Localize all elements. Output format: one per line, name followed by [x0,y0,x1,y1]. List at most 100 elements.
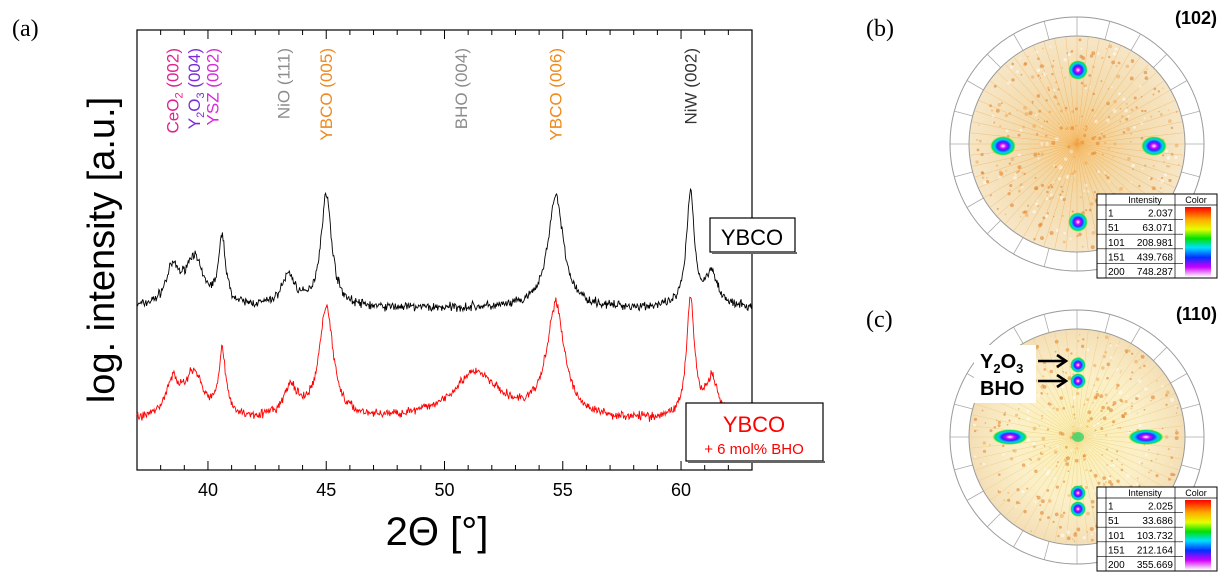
texture-dot [1130,407,1133,410]
texture-dot [996,207,999,210]
texture-dot [1032,426,1037,431]
texture-dot [1089,54,1094,58]
texture-dot [1138,423,1142,427]
spoke [970,143,1078,156]
texture-dot [1104,434,1108,437]
texture-dot [1105,481,1107,483]
texture-dot [1117,61,1121,65]
grid-ray [1181,110,1200,117]
texture-dot [1112,463,1116,467]
texture-dot [1148,449,1150,451]
x-tick-label: 50 [434,480,454,500]
spoke [1076,64,1149,145]
texture-dot [1135,396,1139,401]
spoke [1076,436,1182,460]
texture-dot [1138,359,1141,361]
spoke [1065,37,1078,145]
pole-figure-102: (102) Intensity Color 1 2.037 51 63.071 101 2… [949,8,1218,279]
grid-ray [1013,326,1024,344]
spoke [979,100,1078,145]
texture-dot [1090,245,1095,250]
texture-dot [1106,406,1111,410]
texture-dot [1145,453,1148,457]
texture-dot [1051,72,1054,76]
grid-ray [1130,33,1141,51]
series-curves [136,187,753,422]
texture-dot [1004,411,1007,414]
texture-dot [1043,72,1047,76]
texture-dot [1105,48,1108,50]
texture-dot [1109,464,1112,467]
texture-dot [1057,177,1062,181]
texture-dot [1042,384,1044,386]
texture-dot [1089,449,1091,451]
texture-dot [1106,464,1108,466]
texture-dot [1096,422,1100,426]
table-intensity: 355.669 [1137,560,1174,571]
texture-dot [1036,199,1039,201]
texture-dot [1076,234,1079,238]
texture-dot [982,462,986,466]
spoke [1076,143,1182,167]
texture-dot [1124,412,1128,416]
texture-dot [1141,168,1144,170]
xrd-chart: 40 45 50 55 60 2Θ [°] log. intensity [a.u.] … [81,29,825,554]
table-header-color: Color [1185,195,1207,205]
texture-dot [1019,129,1023,132]
texture-dot [1095,377,1100,382]
texture-dot [1162,154,1165,157]
texture-dot [1090,533,1093,536]
texture-dot [998,170,1003,174]
texture-dot [1077,340,1080,343]
texture-dot [1122,131,1126,134]
texture-dot [1138,184,1141,188]
texture-dot [1052,520,1055,523]
table-header-intensity: Intensity [1128,488,1162,498]
texture-dot [1167,447,1171,451]
texture-dot [1101,405,1105,410]
texture-dot [1049,369,1054,374]
grid-ray [1170,80,1188,91]
texture-dot [1102,153,1104,156]
texture-dot [1143,117,1146,120]
texture-dot [1106,176,1110,180]
texture-dot [1062,511,1066,515]
table-intensity: 63.071 [1142,223,1173,234]
spoke [1005,64,1078,145]
spoke [1076,37,1089,145]
table-intensity: 212.164 [1137,545,1174,556]
texture-dot [1055,485,1059,489]
spoke [1033,339,1078,438]
texture-dot [1036,495,1041,500]
texture-dot [1094,119,1098,124]
texture-dot [1136,477,1139,480]
texture-dot [1125,117,1129,121]
texture-dot [1027,204,1030,207]
grid-ray [1130,326,1141,344]
texture-dot [988,444,991,446]
texture-dot [1040,391,1043,395]
texture-dot [1040,417,1043,420]
spoke [975,143,1078,178]
texture-dot [1118,92,1121,96]
spoke [1076,132,1184,145]
texture-dot [1056,445,1059,448]
texture-dot [1017,133,1021,137]
texture-dot [1130,59,1135,63]
spoke [1023,143,1078,237]
texture-dot [1131,371,1134,374]
texture-dot [1109,475,1112,478]
spoke [972,436,1078,460]
texture-dot [1093,191,1096,194]
texture-dot [1079,196,1082,199]
spoke [1076,335,1111,438]
spoke [979,143,1078,188]
texture-dot [1086,398,1090,402]
texture-dot [1046,428,1050,431]
grid-ray [1043,21,1050,40]
grid-ray [1181,171,1200,178]
texture-dot [1109,344,1112,347]
texture-dot [1028,111,1033,116]
texture-dot [1023,105,1027,110]
series-line [136,296,753,422]
